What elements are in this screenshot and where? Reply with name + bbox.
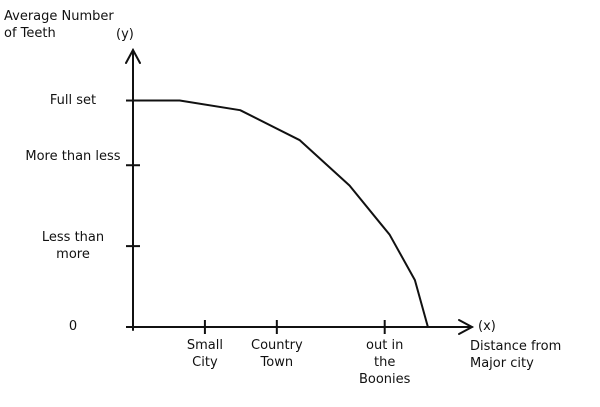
axes [125,47,475,335]
y-tick-label: 0 [68,319,78,334]
x-tick-label: Small City [186,338,223,370]
y-axis-title: Average Number of Teeth [4,9,114,41]
y-tick-label: More than less [25,149,121,165]
x-axis-title: Distance from Major city [470,339,562,371]
y-tick-label: Full set [49,92,97,108]
x-arrow [458,319,475,335]
curve [133,99,429,328]
y-arrow [125,47,141,64]
y-symbol: (y) [116,27,134,42]
x-symbol: (x) [478,319,496,334]
y-tick-label: Less than more [41,230,105,263]
x-tick-label: Country Town [251,338,303,370]
x-tick-label: out in the Boonies [358,338,411,387]
